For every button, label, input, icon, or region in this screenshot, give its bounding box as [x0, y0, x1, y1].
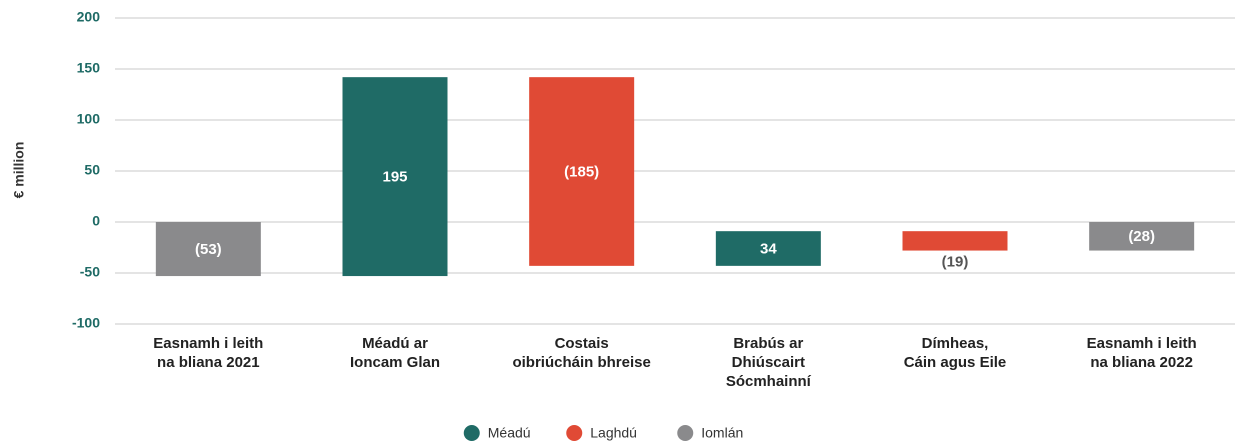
x-tick-label: Cáin agus Eile	[904, 354, 1007, 371]
x-tick-label: Costais	[555, 335, 609, 352]
value-label: (28)	[1128, 228, 1155, 245]
y-axis-label: € million	[11, 142, 27, 199]
value-label: (19)	[942, 254, 969, 271]
bar	[902, 231, 1008, 251]
bar	[715, 231, 821, 266]
legend-label: Méadú	[488, 425, 531, 441]
bar	[342, 77, 448, 277]
x-tick-label: Ioncam Glan	[350, 354, 440, 371]
legend-swatch	[677, 425, 694, 441]
value-label: 34	[760, 240, 777, 257]
x-tick-label: Dímheas,	[922, 335, 989, 352]
legend-label: Iomlán	[701, 425, 743, 441]
x-tick-label: na bliana 2022	[1090, 354, 1193, 371]
legend-label: Laghdú	[590, 425, 637, 441]
y-tick-label: -50	[80, 264, 100, 280]
x-tick-label: oibriúcháin bhreise	[512, 354, 650, 371]
x-tick-label: Dhiúscairt	[732, 354, 805, 371]
value-label: 195	[382, 169, 407, 186]
x-tick-label: Easnamh i leith	[153, 335, 263, 352]
bar	[529, 77, 635, 266]
legend-swatch	[566, 425, 583, 441]
bar	[1089, 222, 1195, 251]
x-tick-label: na bliana 2021	[157, 354, 260, 371]
bar	[155, 222, 261, 277]
x-tick-label: Sócmhainní	[726, 373, 812, 390]
value-label: (53)	[195, 241, 222, 258]
x-tick-label: Méadú ar	[362, 335, 428, 352]
x-tick-label: Brabús ar	[733, 335, 803, 352]
y-tick-label: 100	[77, 111, 101, 127]
y-tick-label: 0	[92, 213, 100, 229]
y-tick-label: 150	[77, 60, 101, 76]
value-label: (185)	[564, 163, 599, 180]
x-tick-label: Easnamh i leith	[1087, 335, 1197, 352]
y-tick-label: 50	[84, 162, 100, 178]
legend-swatch	[463, 425, 480, 441]
y-tick-label: -100	[72, 315, 100, 331]
y-tick-label: 200	[77, 9, 101, 25]
